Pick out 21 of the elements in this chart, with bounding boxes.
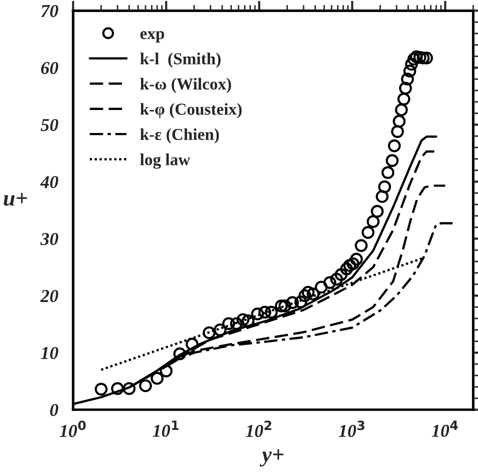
y-tick-label: 0 <box>50 404 58 416</box>
x-axis-title: y+ <box>260 449 284 467</box>
y-tick-label: 20 <box>40 290 58 302</box>
y-tick-label: 60 <box>41 62 58 74</box>
x-tick-label: 10$^{2}$ <box>246 420 272 438</box>
y-tick-label: 40 <box>40 176 58 188</box>
legend-label: k-ω (Wilcox) <box>140 78 232 94</box>
legend-label: k-φ (Cousteix) <box>140 103 242 118</box>
legend-label: k-l (Smith) <box>140 52 221 68</box>
x-tick-label: 10$^{3}$ <box>338 420 364 438</box>
y-tick-label: 70 <box>41 4 58 18</box>
legend-label: exp <box>140 31 164 43</box>
y-tick-label: 10 <box>40 346 58 360</box>
x-tick-label: 10$^{4}$ <box>432 420 458 437</box>
legend-label: log law <box>140 154 190 169</box>
x-tick-label: 10$^{0}$ <box>60 420 86 438</box>
x-tick-label: 10$^{1}$ <box>152 420 178 437</box>
y-tick-label: 50 <box>40 118 58 132</box>
y-tick-label: 30 <box>40 232 58 246</box>
y-axis-title: u+ <box>4 192 28 206</box>
legend-label: k-ε (Chien) <box>140 128 219 144</box>
